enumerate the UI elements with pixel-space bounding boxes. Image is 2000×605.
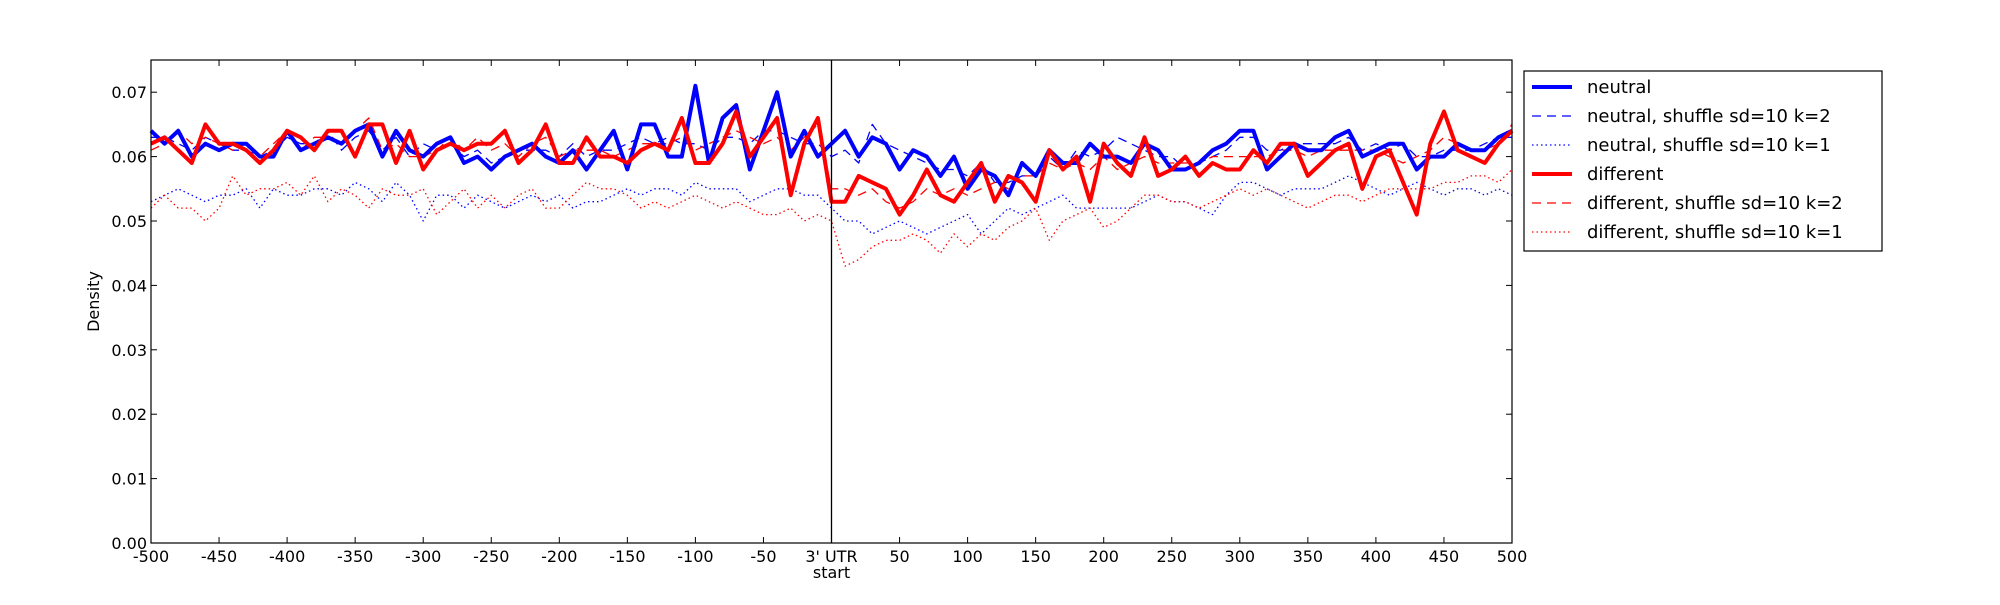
y-tick-label: 0.05 xyxy=(111,212,147,231)
x-tick-label: 350 xyxy=(1293,547,1324,566)
x-tick-label: -350 xyxy=(337,547,373,566)
y-tick-label: 0.01 xyxy=(111,470,147,489)
legend-label: different, shuffle sd=10 k=1 xyxy=(1587,222,1843,243)
x-tick-label: -250 xyxy=(473,547,509,566)
x-tick-label: -400 xyxy=(269,547,305,566)
y-tick-label: 0.06 xyxy=(111,148,147,167)
x-axis: -500 -450 -400 -350 -300 -250 -200 -150 -100 -50 3… xyxy=(133,60,1527,566)
x-tick-label: 200 xyxy=(1088,547,1119,566)
y-axis: 0.00 0.01 0.02 0.03 0.04 0.05 0.06 0.07 xyxy=(111,83,1512,553)
x-tick-label: -500 xyxy=(133,547,169,566)
legend-label: neutral xyxy=(1587,77,1651,98)
x-tick-label: 100 xyxy=(952,547,983,566)
y-tick-label: 0.02 xyxy=(111,405,147,424)
y-tick-label: 0.00 xyxy=(111,534,147,553)
y-tick-label: 0.07 xyxy=(111,83,147,102)
x-tick-label: -150 xyxy=(609,547,645,566)
legend-label: different, shuffle sd=10 k=2 xyxy=(1587,193,1843,214)
legend-label: neutral, shuffle sd=10 k=2 xyxy=(1587,106,1831,127)
y-tick-label: 0.03 xyxy=(111,341,147,360)
y-tick-label: 0.04 xyxy=(111,276,147,295)
x-tick-label: -200 xyxy=(541,547,577,566)
x-tick-label: -50 xyxy=(750,547,776,566)
x-tick-label: 250 xyxy=(1156,547,1187,566)
legend: neutral neutral, shuffle sd=10 k=2 neutral… xyxy=(1523,70,1883,252)
legend-label: neutral, shuffle sd=10 k=1 xyxy=(1587,135,1831,156)
x-tick-label: 50 xyxy=(889,547,909,566)
x-tick-label: -300 xyxy=(405,547,441,566)
y-axis-label: Density xyxy=(84,271,103,332)
plot-area xyxy=(149,60,1514,543)
legend-frame xyxy=(1523,70,1883,252)
x-tick-label: -100 xyxy=(677,547,713,566)
x-tick-label: 300 xyxy=(1225,547,1256,566)
x-tick-label: 500 xyxy=(1497,547,1528,566)
legend-label: different xyxy=(1587,164,1663,185)
x-tick-label: 150 xyxy=(1020,547,1051,566)
x-tick-label: 3' UTR xyxy=(805,547,857,566)
x-axis-label: start xyxy=(813,563,850,582)
x-tick-label: 400 xyxy=(1361,547,1392,566)
x-tick-label: 450 xyxy=(1429,547,1460,566)
x-tick-label: -450 xyxy=(201,547,237,566)
